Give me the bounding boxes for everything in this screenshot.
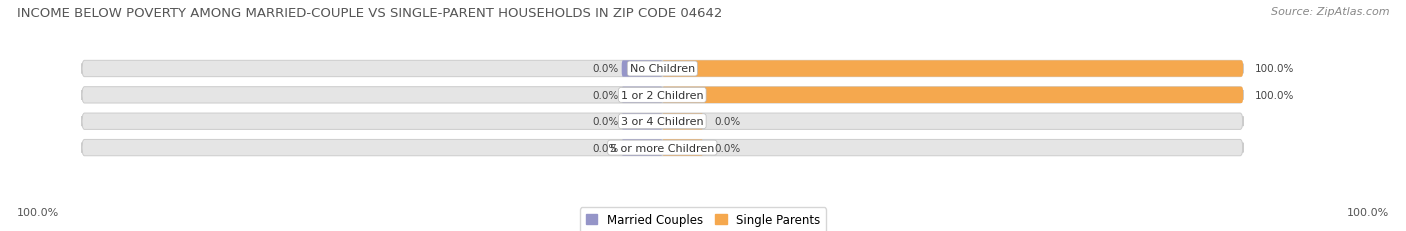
- Text: INCOME BELOW POVERTY AMONG MARRIED-COUPLE VS SINGLE-PARENT HOUSEHOLDS IN ZIP COD: INCOME BELOW POVERTY AMONG MARRIED-COUPL…: [17, 7, 723, 20]
- Text: 5 or more Children: 5 or more Children: [610, 143, 714, 153]
- Text: 1 or 2 Children: 1 or 2 Children: [621, 91, 703, 100]
- FancyBboxPatch shape: [621, 61, 662, 77]
- Text: 100.0%: 100.0%: [1347, 207, 1389, 217]
- Text: 0.0%: 0.0%: [592, 143, 619, 153]
- FancyBboxPatch shape: [621, 140, 662, 156]
- FancyBboxPatch shape: [621, 114, 662, 130]
- Text: 100.0%: 100.0%: [1254, 91, 1294, 100]
- FancyBboxPatch shape: [662, 140, 703, 156]
- FancyBboxPatch shape: [662, 87, 1243, 103]
- FancyBboxPatch shape: [82, 87, 1243, 103]
- FancyBboxPatch shape: [82, 114, 1243, 130]
- Text: 0.0%: 0.0%: [592, 91, 619, 100]
- FancyBboxPatch shape: [82, 140, 1243, 156]
- Text: 0.0%: 0.0%: [592, 117, 619, 127]
- FancyBboxPatch shape: [662, 61, 1243, 77]
- Text: 0.0%: 0.0%: [714, 117, 741, 127]
- Text: 0.0%: 0.0%: [592, 64, 619, 74]
- Text: 100.0%: 100.0%: [17, 207, 59, 217]
- FancyBboxPatch shape: [662, 114, 703, 130]
- Legend: Married Couples, Single Parents: Married Couples, Single Parents: [579, 207, 827, 231]
- Text: Source: ZipAtlas.com: Source: ZipAtlas.com: [1271, 7, 1389, 17]
- Text: No Children: No Children: [630, 64, 695, 74]
- FancyBboxPatch shape: [82, 61, 1243, 77]
- Text: 3 or 4 Children: 3 or 4 Children: [621, 117, 703, 127]
- Text: 100.0%: 100.0%: [1254, 64, 1294, 74]
- FancyBboxPatch shape: [621, 87, 662, 103]
- Text: 0.0%: 0.0%: [714, 143, 741, 153]
